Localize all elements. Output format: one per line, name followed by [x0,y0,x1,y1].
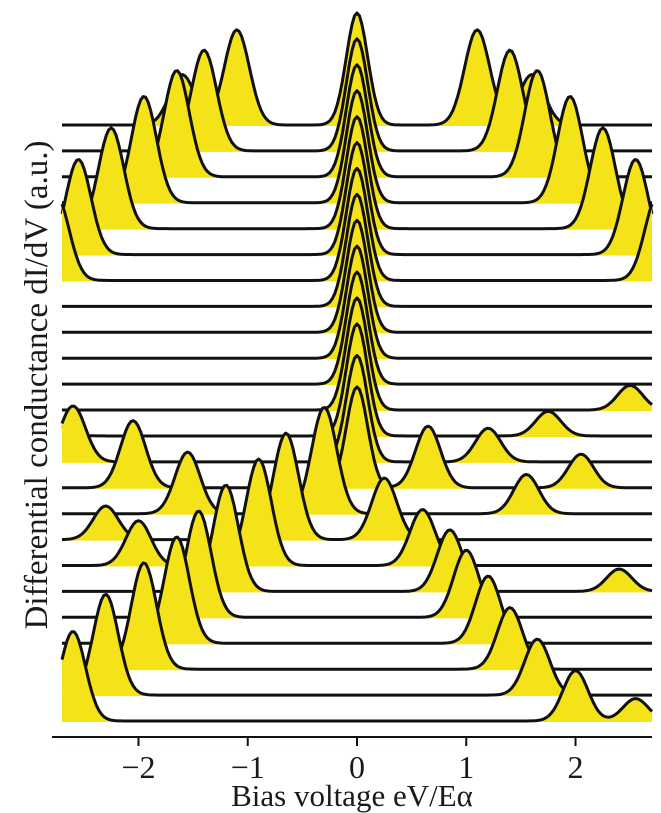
curve-line [62,270,652,386]
curve-line [61,322,652,438]
x-tick-label: 2 [568,749,584,785]
curve-fill [62,387,652,514]
curve-line [60,167,654,282]
y-axis-label: Differential conductance dI/dV (a.u.) [19,141,55,630]
curve-fill [62,511,652,644]
curve-line [60,141,654,257]
curve-line [60,630,654,723]
curve-18 [62,457,652,592]
x-tick-label: −2 [121,749,155,785]
curve-line [62,192,652,308]
curve-line [62,406,652,516]
curve-line [62,457,652,567]
curve-stack [60,11,654,747]
curve-line [62,63,652,179]
curve-line [62,218,652,334]
x-axis-ticks: −2 −1 0 1 2 [121,737,584,785]
axes: −2 −1 0 1 2 [52,736,652,785]
curve-24 [60,630,654,747]
curve-line [62,89,652,205]
curve-line [62,296,653,412]
x-tick-label: −1 [231,749,265,785]
x-tick-label: 1 [458,749,474,785]
curve-line [62,535,652,645]
baseline-band [62,566,652,592]
curve-line [62,431,652,542]
x-axis-label: Bias voltage eV/Eα [231,778,473,813]
curve-line [62,244,652,360]
curve-line [62,11,652,127]
curve-fill [62,563,652,696]
curve-line [62,115,652,231]
curve-line [61,592,652,697]
x-tick-label: 0 [349,749,365,785]
curve-line [60,354,652,464]
curve-line [62,385,652,490]
